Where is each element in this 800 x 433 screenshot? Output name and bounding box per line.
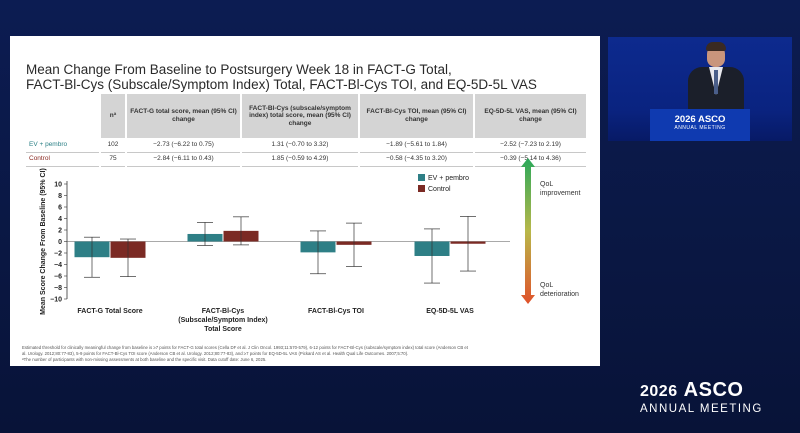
row-arm: EV + pembro xyxy=(26,138,101,153)
qol-deterioration-label: QoL xyxy=(540,282,553,289)
podium-brand: 2026 ASCO xyxy=(674,114,726,125)
legend-label: Control xyxy=(428,186,451,193)
slide-title-line-2: FACT-Bl-Cys (Subscale/Symptom Index) Tot… xyxy=(26,77,537,92)
row-fact-bl-cys: 1.85 (−0.59 to 4.29) xyxy=(241,152,360,167)
category-label: FACT-Bl-Cys xyxy=(202,308,245,315)
qol-improvement-label: improvement xyxy=(540,190,581,197)
speaker-hair xyxy=(706,42,726,51)
row-fact-bl-cys: 1.31 (−0.70 to 3.32) xyxy=(241,138,360,153)
row-toi: −0.58 (−4.35 to 3.20) xyxy=(359,152,475,167)
table-row: Control 75 −2.84 (−6.11 to 0.43) 1.85 (−… xyxy=(26,152,586,167)
row-n: 102 xyxy=(100,138,127,153)
y-tick-label: −10 xyxy=(50,296,62,303)
row-fact-g: −2.84 (−6.11 to 0.43) xyxy=(126,152,242,167)
table-header-row: nª FACT-G total score, mean (95% CI) cha… xyxy=(26,94,586,138)
header-eq5d: EQ-5D-5L VAS, mean (95% CI) change xyxy=(474,94,586,138)
y-axis-label: Mean Score Change From Baseline (95% CI) xyxy=(40,168,47,315)
y-tick-label: 0 xyxy=(58,239,62,246)
header-arm xyxy=(26,94,101,138)
row-fact-g: −2.73 (−6.22 to 0.75) xyxy=(126,138,242,153)
y-tick-label: 2 xyxy=(58,227,62,234)
legend-label: EV + pembro xyxy=(428,175,469,182)
y-tick-label: 6 xyxy=(58,204,62,211)
category-label: Total Score xyxy=(204,326,242,333)
row-n: 75 xyxy=(100,152,127,167)
y-tick-label: 8 xyxy=(58,193,62,200)
slide-title: Mean Change From Baseline to Postsurgery… xyxy=(26,62,586,92)
table-row: EV + pembro 102 −2.73 (−6.22 to 0.75) 1.… xyxy=(26,138,586,153)
y-tick-label: 4 xyxy=(58,216,62,223)
category-label: EQ-5D-5L VAS xyxy=(426,308,474,315)
footnote: Estimated threshold for clinically meani… xyxy=(22,345,592,363)
logo-subtitle: ANNUAL MEETING xyxy=(640,403,763,415)
logo-brand: ASCO xyxy=(683,379,744,401)
footnote-line-1: Estimated threshold for clinically meani… xyxy=(22,345,469,350)
qol-arrow xyxy=(521,158,535,304)
presentation-slide: Mean Change From Baseline to Postsurgery… xyxy=(10,36,600,366)
y-tick-label: 10 xyxy=(54,181,62,188)
speaker-tie xyxy=(714,70,718,94)
header-fact-g: FACT-G total score, mean (95% CI) change xyxy=(126,94,242,138)
podium-subtitle: ANNUAL MEETING xyxy=(674,125,726,131)
asco-logo: 2026 ASCO ANNUAL MEETING xyxy=(640,380,790,416)
slide-title-line-1: Mean Change From Baseline to Postsurgery… xyxy=(26,62,452,77)
legend-swatch xyxy=(418,174,425,181)
legend-swatch xyxy=(418,185,425,192)
row-arm: Control xyxy=(26,152,101,167)
category-label: FACT-Bl-Cys TOI xyxy=(308,308,364,315)
header-fact-bl-cys: FACT-Bl-Cys (subscale/symptom index) tot… xyxy=(241,94,360,138)
category-label: FACT-G Total Score xyxy=(77,308,142,315)
podium: 2026 ASCO ANNUAL MEETING xyxy=(650,109,750,141)
qol-deterioration-label: deterioration xyxy=(540,291,579,298)
y-tick-label: −8 xyxy=(54,285,62,292)
y-tick-label: −2 xyxy=(54,250,62,257)
header-toi: FACT-Bl-Cys TOI, mean (95% CI) change xyxy=(359,94,475,138)
row-eq5d: −2.52 (−7.23 to 2.19) xyxy=(474,138,586,153)
results-table: nª FACT-G total score, mean (95% CI) cha… xyxy=(26,94,586,167)
speaker-video-feed: 2026 ASCO ANNUAL MEETING xyxy=(608,37,792,141)
category-label: (Subscale/Symptom Index) xyxy=(178,317,267,324)
header-n: nª xyxy=(100,94,127,138)
logo-year: 2026 xyxy=(640,383,678,400)
row-toi: −1.89 (−5.61 to 1.84) xyxy=(359,138,475,153)
footnote-line-2: al. Urology. 2012;80:77-83), 5-9 points … xyxy=(22,351,409,356)
footnote-line-3: ªThe number of participants with non-mis… xyxy=(22,357,267,362)
y-tick-label: −4 xyxy=(54,262,62,269)
qol-improvement-label: QoL xyxy=(540,181,553,188)
y-tick-label: −6 xyxy=(54,273,62,280)
